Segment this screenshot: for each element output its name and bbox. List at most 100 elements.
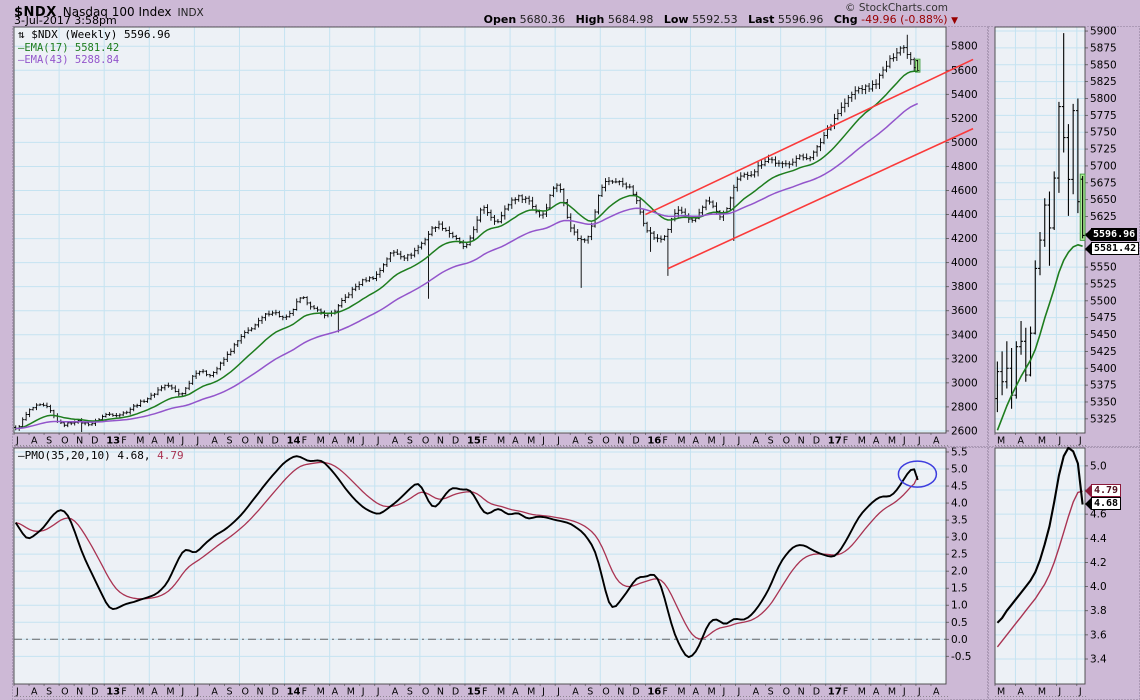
svg-text:M: M (136, 436, 144, 447)
svg-text:N: N (437, 436, 444, 447)
svg-text:14: 14 (287, 436, 301, 447)
svg-text:5750: 5750 (1090, 127, 1117, 139)
svg-text:O: O (241, 687, 248, 698)
svg-text:M: M (707, 687, 715, 698)
svg-text:J: J (722, 436, 726, 447)
updown-arrows-icon: ⇅ (18, 28, 25, 41)
main-price-chart: 2600 2800 3000 3200 3400 3600 3800 4000 4200 4400… (12, 26, 988, 447)
svg-text:17: 17 (828, 687, 842, 698)
legend-pmo-signal: 4.79 (157, 449, 184, 462)
pmo-last-callout: 4.68 (1085, 497, 1122, 510)
svg-text:N: N (257, 436, 264, 447)
svg-text:3.6: 3.6 (1090, 629, 1107, 641)
svg-text:O: O (783, 687, 790, 698)
main-price-panel[interactable]: 2600 2800 3000 3200 3400 3600 3800 4000 4200 4400… (12, 26, 988, 447)
svg-text:A: A (933, 687, 940, 698)
svg-text:A: A (512, 436, 519, 447)
svg-text:2800: 2800 (951, 401, 978, 413)
svg-text:J: J (556, 436, 560, 447)
svg-text:D: D (91, 687, 98, 698)
svg-text:D: D (813, 687, 820, 698)
svg-text:5000: 5000 (951, 137, 978, 149)
svg-text:3.4: 3.4 (1090, 654, 1107, 666)
svg-text:4.5: 4.5 (951, 481, 968, 493)
svg-text:J: J (376, 436, 380, 447)
svg-text:J: J (1057, 436, 1061, 447)
svg-text:M: M (317, 436, 325, 447)
svg-text:A: A (873, 687, 880, 698)
svg-text:-0.5: -0.5 (951, 651, 972, 663)
svg-text:2600: 2600 (951, 425, 978, 437)
svg-text:5600: 5600 (951, 65, 978, 77)
svg-text:A: A (332, 687, 339, 698)
low-value: 5592.53 (692, 13, 738, 26)
svg-text:M: M (166, 436, 174, 447)
svg-text:S: S (46, 436, 52, 447)
svg-text:M: M (1038, 687, 1046, 698)
svg-text:3200: 3200 (951, 353, 978, 365)
svg-text:J: J (541, 436, 545, 447)
ema43-dash-icon: — (18, 54, 25, 66)
svg-text:S: S (407, 436, 413, 447)
svg-text:J: J (15, 687, 19, 698)
svg-text:4.4: 4.4 (1090, 533, 1107, 545)
svg-text:A: A (151, 436, 158, 447)
callout-arrow-icon (1085, 228, 1091, 241)
last-value: 5596.96 (777, 13, 824, 26)
svg-text:N: N (437, 687, 444, 698)
callout-arrow-icon (1085, 484, 1091, 497)
zoom-price-panel[interactable]: 5325 5350 5375 5400 5425 5450 5475 5500 5525 5550… (988, 26, 1140, 447)
svg-text:S: S (226, 687, 232, 698)
svg-text:O: O (602, 436, 609, 447)
svg-text:A: A (31, 687, 38, 698)
svg-text:J: J (902, 436, 906, 447)
svg-text:J: J (180, 436, 184, 447)
svg-text:D: D (452, 687, 459, 698)
svg-text:3800: 3800 (951, 281, 978, 293)
svg-text:16: 16 (647, 687, 661, 698)
svg-text:J: J (556, 687, 560, 698)
svg-text:J: J (195, 687, 199, 698)
svg-text:S: S (587, 436, 593, 447)
svg-text:J: J (361, 436, 365, 447)
svg-text:S: S (407, 687, 413, 698)
svg-text:3.8: 3.8 (1090, 605, 1107, 617)
svg-text:4.0: 4.0 (951, 498, 968, 510)
svg-text:S: S (768, 436, 774, 447)
svg-text:J: J (15, 436, 19, 447)
svg-text:15: 15 (467, 436, 481, 447)
svg-text:13: 13 (106, 687, 120, 698)
svg-text:M: M (317, 687, 325, 698)
price-ema-callout: 5581.42 (1085, 242, 1140, 255)
svg-text:13: 13 (106, 436, 120, 447)
high-label: High (575, 13, 605, 26)
svg-text:M: M (136, 687, 144, 698)
price-last-callout: 5596.96 (1085, 228, 1138, 241)
svg-text:S: S (768, 687, 774, 698)
pmo-panel[interactable]: -0.5 0.0 0.5 1.0 1.5 2.0 2.5 3.0 3.5 4.0 4.5 5.0 5.5… (12, 447, 988, 700)
svg-text:5875: 5875 (1090, 42, 1117, 54)
svg-text:4.6: 4.6 (1090, 509, 1107, 521)
svg-text:5350: 5350 (1090, 396, 1117, 408)
down-arrow-icon: ▼ (951, 16, 958, 26)
svg-text:A: A (392, 687, 399, 698)
svg-text:O: O (422, 436, 429, 447)
svg-text:N: N (617, 436, 624, 447)
svg-text:5375: 5375 (1090, 380, 1117, 392)
legend-pmo-label: PMO(35,20,10) 4.68, (24, 449, 151, 462)
svg-text:F: F (662, 436, 667, 447)
svg-text:D: D (272, 687, 279, 698)
svg-text:D: D (91, 436, 98, 447)
svg-text:A: A (512, 687, 519, 698)
svg-text:4600: 4600 (951, 185, 978, 197)
open-label: Open (483, 13, 517, 26)
svg-text:S: S (587, 687, 593, 698)
svg-text:3600: 3600 (951, 305, 978, 317)
legend-symbol-line: $NDX (Weekly) 5596.96 (31, 28, 171, 41)
svg-text:M: M (858, 687, 866, 698)
svg-text:17: 17 (828, 436, 842, 447)
svg-text:5675: 5675 (1090, 177, 1117, 189)
zoom-price-chart: 5325 5350 5375 5400 5425 5450 5475 5500 5525 5550… (988, 26, 1140, 447)
svg-text:O: O (602, 687, 609, 698)
svg-text:O: O (61, 687, 68, 698)
